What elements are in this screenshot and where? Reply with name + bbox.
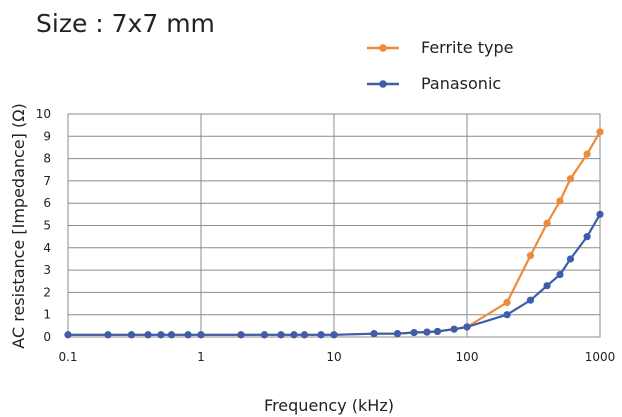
data-point <box>583 150 591 158</box>
x-tick-label: 1 <box>197 350 205 364</box>
y-tick-label: 0 <box>43 330 51 344</box>
series-panasonic <box>64 210 604 339</box>
data-point <box>433 327 442 336</box>
legend-marker-ferrite-type <box>379 44 387 52</box>
data-point <box>596 210 604 218</box>
x-tick-labels: 0.1 1 10 100 1000 <box>58 350 615 364</box>
data-point <box>556 197 564 205</box>
data-point <box>370 330 378 338</box>
data-point <box>277 331 285 339</box>
data-point <box>596 128 604 136</box>
y-tick-label: 3 <box>43 263 51 277</box>
y-tick-label: 10 <box>36 107 51 121</box>
data-point <box>104 331 112 339</box>
y-tick-label: 4 <box>43 241 51 255</box>
data-point <box>64 331 72 339</box>
data-point <box>526 296 535 304</box>
data-point <box>127 331 136 339</box>
data-point <box>526 252 535 260</box>
data-point <box>393 330 402 338</box>
y-tick-label: 7 <box>43 174 51 188</box>
chart-title: Size : 7x7 mm <box>36 9 215 38</box>
legend-marker-panasonic <box>379 80 387 88</box>
y-tick-label: 5 <box>43 219 51 233</box>
series-group <box>64 128 604 339</box>
x-axis-label: Frequency (kHz) <box>264 396 394 415</box>
y-tick-label: 6 <box>43 196 51 210</box>
legend: Ferrite type Panasonic <box>367 38 513 93</box>
data-point <box>167 331 176 339</box>
y-tick-label: 8 <box>43 152 51 166</box>
data-point <box>503 311 511 319</box>
data-point <box>144 331 152 339</box>
grid <box>67 113 601 338</box>
data-point <box>423 328 431 336</box>
data-point <box>463 323 471 331</box>
data-point <box>566 255 575 263</box>
data-point <box>503 298 511 307</box>
y-tick-label: 2 <box>43 285 51 299</box>
data-point <box>543 282 551 290</box>
data-point <box>157 331 165 339</box>
y-tick-label: 9 <box>43 129 51 143</box>
x-tick-label: 0.1 <box>58 350 77 364</box>
data-point <box>543 219 551 227</box>
data-point <box>290 331 298 339</box>
y-tick-labels: 0 1 2 3 4 5 6 7 8 9 10 <box>36 107 51 344</box>
legend-label-panasonic: Panasonic <box>421 74 501 93</box>
data-point <box>566 175 575 183</box>
data-point <box>237 331 245 339</box>
data-point <box>556 270 564 279</box>
x-tick-label: 1000 <box>585 350 616 364</box>
data-point <box>300 331 309 339</box>
data-point <box>583 233 591 241</box>
data-point <box>197 331 205 339</box>
data-point <box>410 328 418 337</box>
data-point <box>260 331 269 339</box>
data-point <box>317 331 325 339</box>
legend-label-ferrite-type: Ferrite type <box>421 38 513 57</box>
data-point <box>450 325 458 333</box>
y-tick-label: 1 <box>43 308 51 322</box>
y-axis-label: AC resistance [Impedance] (Ω) <box>9 103 28 348</box>
data-point <box>330 331 338 339</box>
x-tick-label: 10 <box>326 350 341 364</box>
data-point <box>184 331 192 339</box>
x-tick-label: 100 <box>456 350 479 364</box>
